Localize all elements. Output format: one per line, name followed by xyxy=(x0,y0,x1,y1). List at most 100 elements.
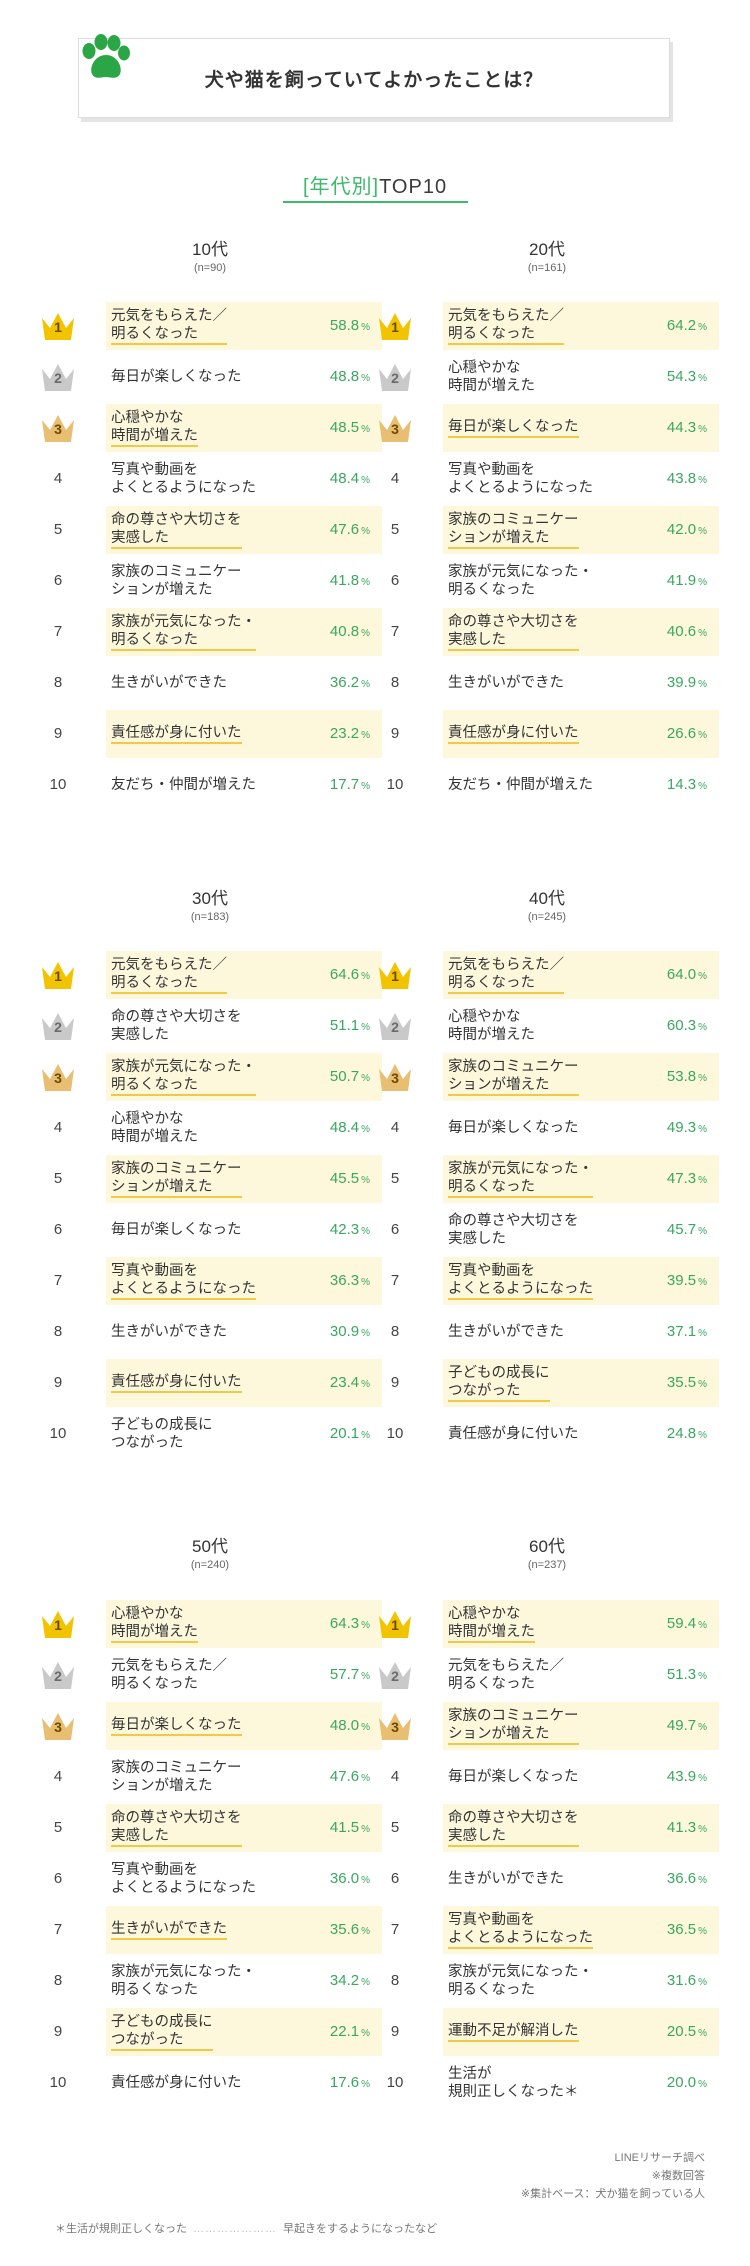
percent-value: 20.5% xyxy=(666,2023,707,2040)
ranking-row: 8 生きがいができた 36.2% xyxy=(38,659,382,707)
item-label: 命の尊さや大切さを 実感した xyxy=(448,608,648,656)
rank-number: 1 xyxy=(54,968,62,984)
note-multiple-answers: ※複数回答 xyxy=(651,2170,705,2182)
sample-size: (n=183) xyxy=(190,911,230,923)
item-label: 命の尊さや大切さを 実感した xyxy=(111,506,311,554)
page-title: 犬や猫を飼っていてよかったことは？ xyxy=(204,70,544,91)
row-highlight xyxy=(106,1600,382,1648)
percent-value: 36.3% xyxy=(329,1272,370,1289)
ranking-row: 2 元気をもらえた／ 明るくなった 57.7% xyxy=(38,1651,382,1699)
ranking-row: 9 責任感が身に付いた 23.2% xyxy=(38,710,382,758)
rank-number: 9 xyxy=(53,1374,63,1391)
ranking-row: 6 家族のコミュニケー ションが増えた 41.8% xyxy=(38,557,382,605)
rank-number: 3 xyxy=(54,1070,62,1086)
rank-number: 6 xyxy=(390,1870,400,1887)
rank-number: 2 xyxy=(391,370,399,386)
item-label: 心穏やかな 時間が増えた xyxy=(448,1600,648,1648)
rank-number: 4 xyxy=(53,1768,63,1785)
panel-heading: 20代 (n=161) xyxy=(375,235,719,274)
percent-value: 47.6% xyxy=(329,521,370,538)
item-label: 家族が元気になった・ 明るくなった xyxy=(111,1053,311,1101)
rank-number: 8 xyxy=(53,1323,63,1340)
item-label: 家族が元気になった・ 明るくなった xyxy=(111,608,311,656)
rank-number: 6 xyxy=(390,1221,400,1238)
ranking-row: 7 生きがいができた 35.6% xyxy=(38,1906,382,1954)
row-highlight xyxy=(106,1804,382,1852)
row-highlight xyxy=(443,1257,719,1305)
percent-value: 31.6% xyxy=(666,1972,707,1989)
row-highlight xyxy=(106,1257,382,1305)
ranking-row: 1 元気をもらえた／ 明るくなった 58.8% xyxy=(38,302,382,350)
row-highlight xyxy=(443,1155,719,1203)
ranking-row: 1 元気をもらえた／ 明るくなった 64.6% xyxy=(38,951,382,999)
crown-icon xyxy=(375,1057,415,1097)
sample-size: (n=90) xyxy=(193,262,227,274)
row-highlight xyxy=(106,302,382,350)
rank-number: 4 xyxy=(53,1119,63,1136)
age-group-label: 30代 xyxy=(192,889,228,908)
note-base: ※集計ベース：犬か猫を飼っている人 xyxy=(520,2188,705,2200)
item-label: 心穏やかな 時間が増えた xyxy=(111,404,311,452)
percent-value: 48.4% xyxy=(329,470,370,487)
item-label: 子どもの成長に つながった xyxy=(111,2008,311,2056)
rank-number: 3 xyxy=(391,1719,399,1735)
row-highlight xyxy=(443,1600,719,1648)
row-highlight xyxy=(443,1804,719,1852)
row-highlight xyxy=(106,951,382,999)
rank-number: 3 xyxy=(391,421,399,437)
item-label: 命の尊さや大切さを 実感した xyxy=(448,1213,579,1247)
source-notes: LINEリサーチ調べ ※複数回答 ※集計ベース：犬か猫を飼っている人 xyxy=(521,2149,705,2203)
percent-value: 37.1% xyxy=(666,1323,707,1340)
item-label: 毎日が楽しくなった xyxy=(448,404,648,452)
ranking-row: 9 子どもの成長に つながった 35.5% xyxy=(375,1359,719,1407)
item-label: 毎日が楽しくなった xyxy=(448,1769,579,1785)
ranking-row: 7 家族が元気になった・ 明るくなった 40.8% xyxy=(38,608,382,656)
rank-number: 4 xyxy=(390,1768,400,1785)
item-label: 写真や動画を よくとるようになった xyxy=(448,462,593,496)
ranking-row: 5 命の尊さや大切さを 実感した 41.5% xyxy=(38,1804,382,1852)
ranking-row: 3 心穏やかな 時間が増えた 48.5% xyxy=(38,404,382,452)
item-label: 責任感が身に付いた xyxy=(448,1426,579,1442)
percent-value: 48.0% xyxy=(329,1717,370,1734)
ranking-row: 10 責任感が身に付いた 24.8% xyxy=(375,1410,719,1458)
crown-icon xyxy=(375,1655,415,1695)
percent-value: 60.3% xyxy=(666,1017,707,1034)
percent-value: 64.0% xyxy=(666,966,707,983)
ranking-row: 6 命の尊さや大切さを 実感した 45.7% xyxy=(375,1206,719,1254)
rank-number: 8 xyxy=(390,1323,400,1340)
crown-icon xyxy=(38,306,78,346)
percent-value: 41.5% xyxy=(329,1819,370,1836)
rank-number: 9 xyxy=(390,1374,400,1391)
crown-icon xyxy=(38,1655,78,1695)
ranking-row: 8 生きがいができた 39.9% xyxy=(375,659,719,707)
row-highlight xyxy=(106,710,382,758)
rank-number: 5 xyxy=(390,1170,400,1187)
percent-value: 45.7% xyxy=(666,1221,707,1238)
panel-heading: 40代 (n=245) xyxy=(375,884,719,923)
bracket-close: ] xyxy=(372,176,380,198)
percent-value: 64.6% xyxy=(329,966,370,983)
crown-icon xyxy=(375,955,415,995)
rank-number: 10 xyxy=(386,776,404,793)
rank-number: 7 xyxy=(53,623,63,640)
ranking-row: 9 子どもの成長に つながった 22.1% xyxy=(38,2008,382,2056)
ranking-row: 1 元気をもらえた／ 明るくなった 64.0% xyxy=(375,951,719,999)
rank-number: 9 xyxy=(390,725,400,742)
rank-number: 8 xyxy=(390,1972,400,1989)
item-label: 家族が元気になった・ 明るくなった xyxy=(448,564,593,598)
rank-number: 2 xyxy=(391,1019,399,1035)
row-highlight xyxy=(106,2008,382,2056)
item-label: 家族が元気になった・ 明るくなった xyxy=(448,1155,648,1203)
footnote: ＊生活が規則正しくなった ………………… 早起きをするようになったなど xyxy=(55,2220,437,2236)
age-group-label: 10代 xyxy=(192,240,228,259)
crown-icon xyxy=(375,1706,415,1746)
row-highlight xyxy=(443,1053,719,1101)
percent-value: 23.2% xyxy=(329,725,370,742)
rank-number: 5 xyxy=(53,1170,63,1187)
ranking-row: 1 元気をもらえた／ 明るくなった 64.2% xyxy=(375,302,719,350)
ranking-row: 10 友だち・仲間が増えた 17.7% xyxy=(38,761,382,809)
ranking-row: 3 家族のコミュニケー ションが増えた 49.7% xyxy=(375,1702,719,1750)
rank-number: 1 xyxy=(391,1617,399,1633)
ranking-row: 8 家族が元気になった・ 明るくなった 31.6% xyxy=(375,1957,719,2005)
rank-number: 8 xyxy=(390,674,400,691)
